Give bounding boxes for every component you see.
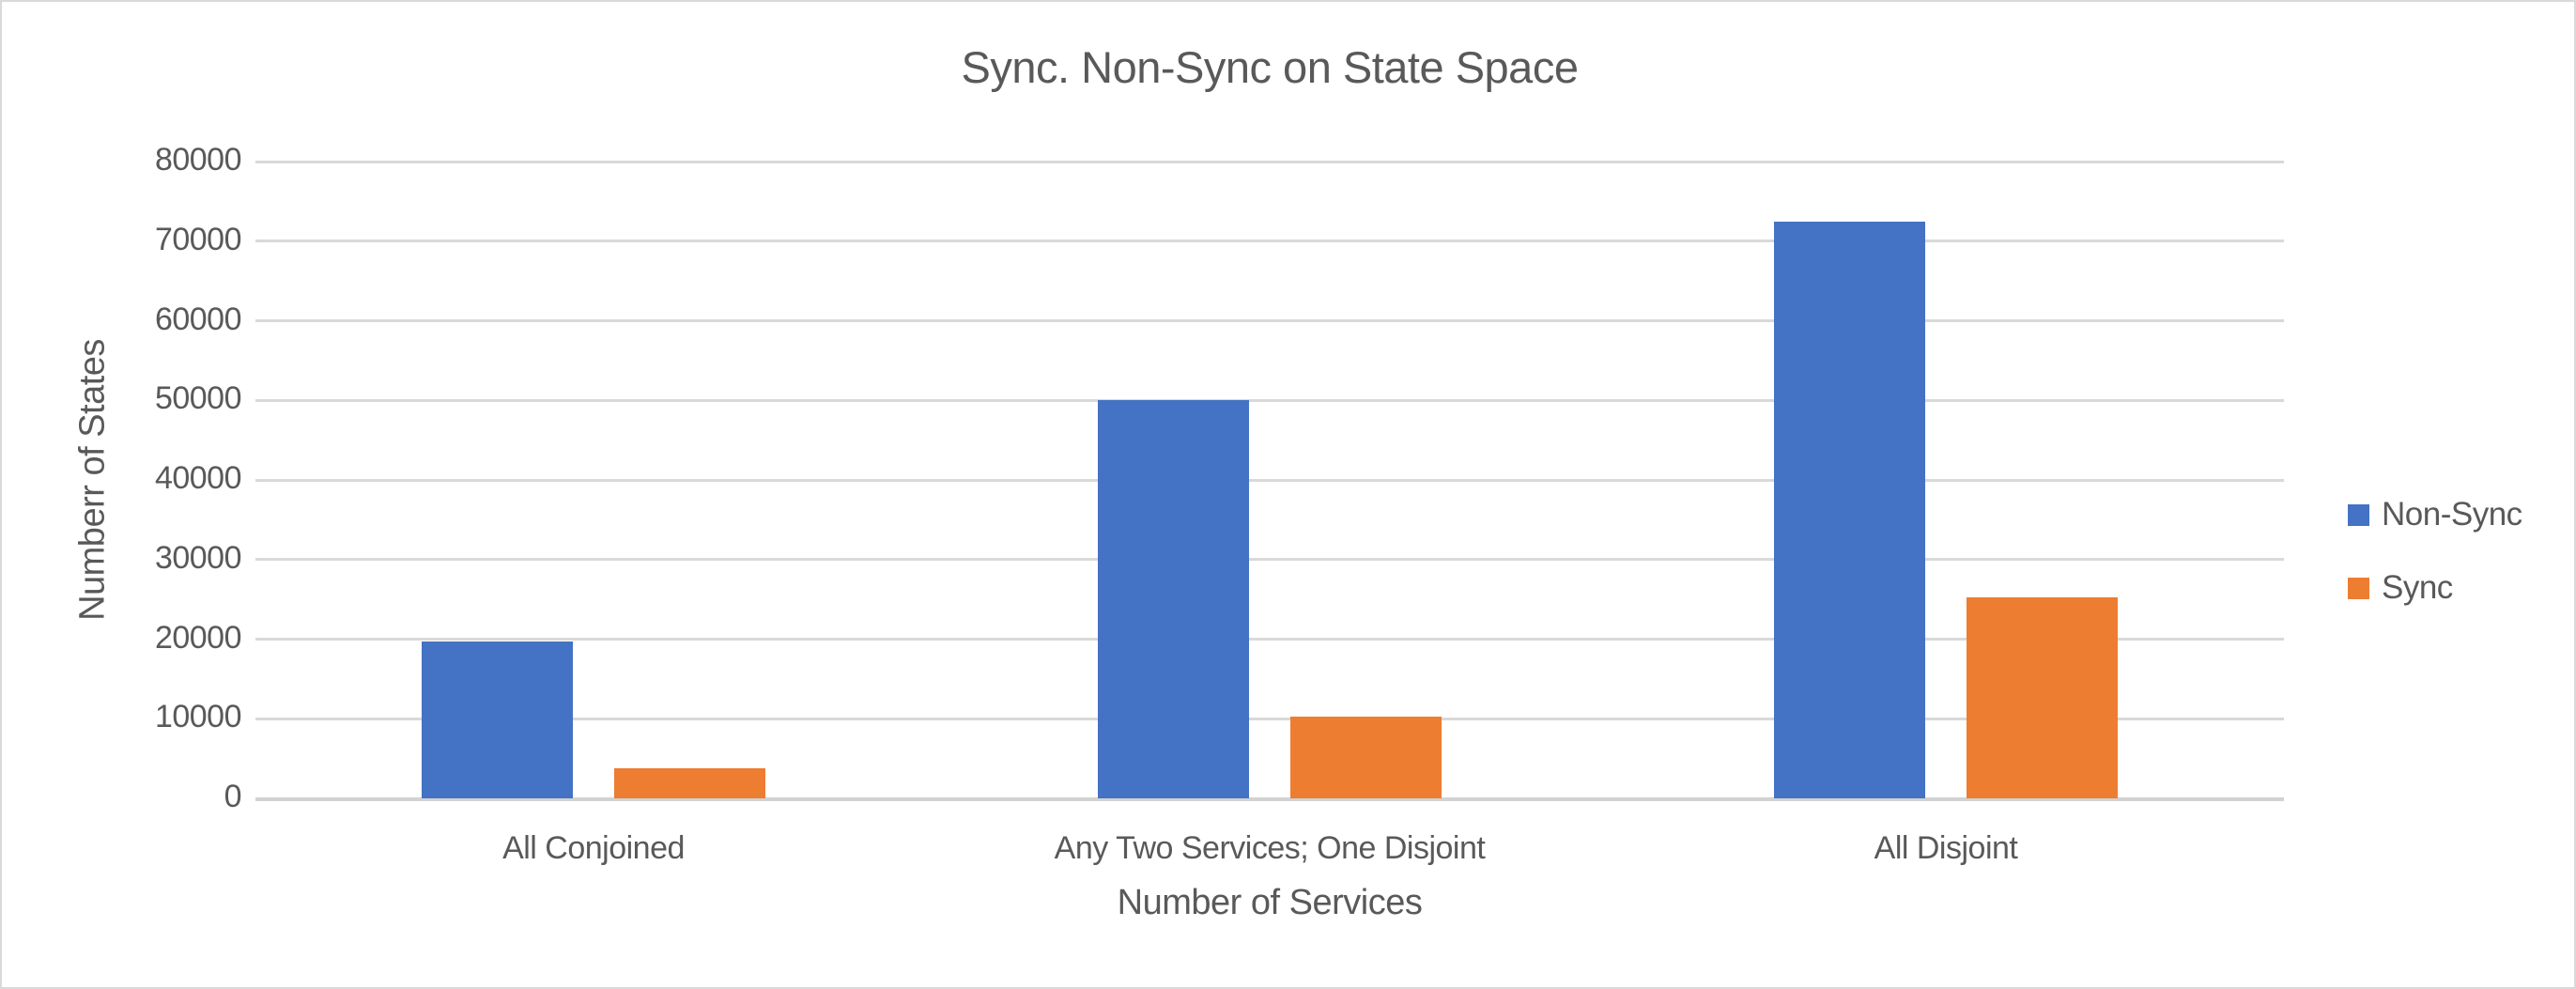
bar-non-sync-all-disjoint: [1774, 221, 1925, 798]
gridline: [255, 478, 2284, 482]
gridline: [255, 319, 2284, 322]
x-category-label: All Conjoined: [502, 830, 685, 866]
gridline: [255, 240, 2284, 243]
y-tick-label: 70000: [154, 221, 242, 257]
y-tick-label: 60000: [154, 301, 242, 337]
gridline: [255, 717, 2284, 720]
legend-item-non-sync: Non-Sync: [2348, 494, 2522, 535]
y-tick-label: 0: [224, 779, 242, 814]
legend-label-sync: Sync: [2382, 569, 2453, 606]
legend-item-sync: Sync: [2348, 567, 2453, 609]
y-tick-label: 50000: [154, 380, 242, 417]
legend-swatch-sync: [2348, 577, 2369, 599]
legend-swatch-non-sync: [2348, 503, 2369, 526]
bar-non-sync-all-conjoined: [422, 641, 573, 798]
bar-sync-all-disjoint: [1967, 596, 2118, 798]
x-axis-baseline: [255, 796, 2284, 801]
gridline: [255, 160, 2284, 163]
legend-label-non-sync: Non-Sync: [2382, 496, 2522, 533]
y-tick-label: 30000: [154, 539, 242, 576]
bar-non-sync-any-two-services-one-disjoint: [1098, 400, 1249, 798]
bar-sync-all-conjoined: [614, 767, 765, 798]
x-category-label: All Disjoint: [1874, 830, 2018, 866]
bar-sync-any-two-services-one-disjoint: [1290, 716, 1442, 798]
y-tick-label: 10000: [154, 699, 242, 735]
chart-title: Sync. Non-Sync on State Space: [961, 42, 1579, 92]
x-category-label: Any Two Services; One Disjoint: [1054, 830, 1486, 866]
gridline: [255, 558, 2284, 562]
gridline: [255, 638, 2284, 641]
gridline: [255, 398, 2284, 402]
y-tick-label: 80000: [154, 142, 242, 178]
y-tick-label: 20000: [154, 619, 242, 656]
y-tick-label: 40000: [154, 460, 242, 496]
x-axis-title: Number of Services: [1117, 883, 1423, 922]
plot-area: [255, 160, 2284, 801]
